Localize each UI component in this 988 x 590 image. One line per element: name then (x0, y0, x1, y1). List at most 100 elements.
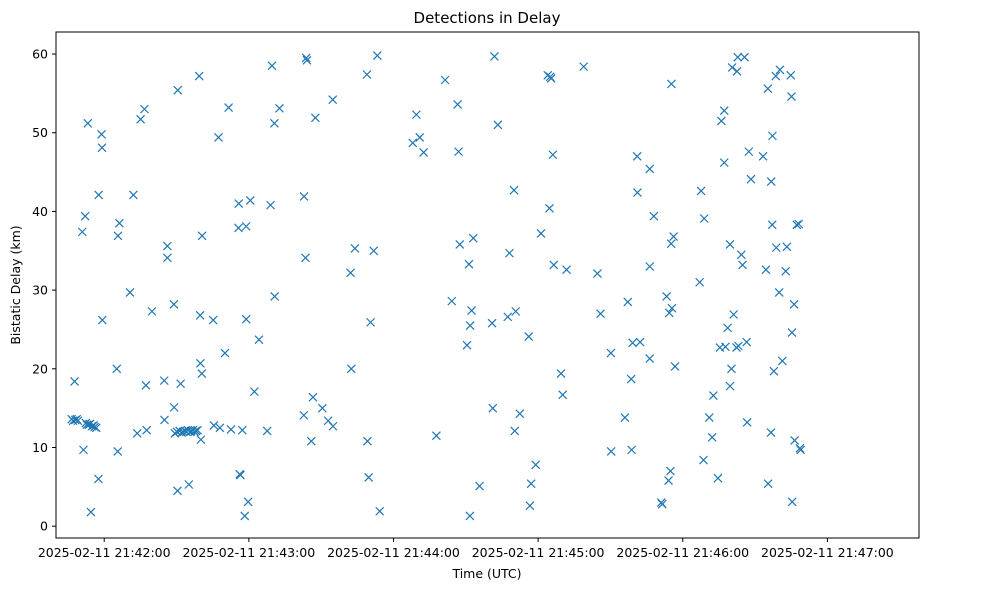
data-point (763, 479, 773, 489)
data-point (727, 62, 737, 72)
data-point (140, 104, 149, 114)
data-point (176, 379, 186, 389)
data-point (226, 424, 236, 434)
data-point (235, 470, 245, 480)
data-point (169, 402, 179, 412)
data-point (224, 103, 234, 112)
data-point (558, 390, 568, 400)
data-point (136, 114, 146, 124)
x-tick-label: 2025-02-11 21:47:00 (761, 545, 894, 560)
data-point (664, 308, 674, 318)
data-point (243, 497, 253, 507)
data-point (664, 476, 673, 485)
data-point (160, 415, 169, 425)
y-tick-label: 50 (32, 125, 48, 140)
data-point (645, 354, 655, 364)
x-tick-label: 2025-02-11 21:42:00 (38, 545, 171, 560)
data-point (173, 486, 182, 496)
data-point (80, 211, 90, 221)
data-point (215, 423, 225, 433)
data-point (184, 480, 194, 489)
data-point (70, 376, 79, 386)
data-point (796, 445, 806, 455)
data-point (771, 243, 781, 253)
data-point (515, 409, 525, 419)
data-point (162, 241, 172, 251)
data-point (462, 340, 472, 350)
y-axis-title: Bistatic Delay (km) (8, 225, 23, 344)
data-point (781, 266, 791, 276)
data-point (795, 443, 805, 453)
data-point (645, 164, 655, 174)
data-point (667, 79, 676, 89)
data-point (667, 303, 677, 313)
data-point (208, 315, 218, 325)
y-tick-label: 30 (32, 283, 48, 298)
data-point (464, 259, 474, 269)
data-point (91, 423, 101, 433)
data-point (364, 472, 374, 482)
data-point (234, 223, 243, 233)
data-point (369, 246, 379, 256)
data-point (649, 211, 659, 221)
data-point (626, 374, 636, 384)
data-point (431, 431, 441, 441)
data-point (465, 321, 475, 330)
data-point (719, 158, 729, 168)
data-point (275, 103, 284, 113)
data-point (769, 366, 779, 376)
data-point (723, 323, 733, 333)
plot-frame (55, 31, 920, 539)
data-point (132, 428, 142, 438)
data-points (67, 51, 806, 521)
data-point (113, 447, 123, 456)
data-point (766, 177, 776, 186)
data-point (744, 147, 754, 157)
data-point (738, 260, 747, 270)
data-point (419, 147, 429, 157)
data-point (767, 220, 777, 230)
data-point (579, 62, 589, 72)
data-point (725, 240, 735, 249)
data-point (721, 342, 730, 352)
data-point (742, 337, 752, 347)
data-point (509, 185, 519, 195)
data-point (620, 413, 630, 423)
data-point (524, 332, 534, 341)
data-point (262, 426, 272, 436)
data-point (719, 106, 729, 116)
data-point (468, 233, 478, 243)
data-point (666, 239, 676, 249)
data-point (197, 369, 207, 378)
data-point (147, 306, 157, 316)
data-point (546, 74, 556, 83)
data-point (670, 362, 680, 371)
chart-title: Detections in Delay (414, 9, 561, 27)
data-point (707, 432, 717, 442)
data-point (465, 511, 475, 521)
data-point (194, 71, 204, 81)
data-point (787, 92, 796, 101)
data-point (114, 218, 124, 228)
x-tick-label: 2025-02-11 21:45:00 (472, 545, 605, 560)
data-point (269, 118, 279, 128)
plot-area (67, 51, 806, 521)
data-point (237, 425, 247, 435)
data-point (245, 195, 255, 205)
data-point (766, 428, 776, 437)
data-point (774, 288, 784, 297)
data-point (209, 421, 219, 430)
data-point (415, 133, 425, 142)
data-point (488, 403, 498, 413)
x-tick-label: 2025-02-11 21:44:00 (327, 545, 460, 560)
data-point (159, 376, 169, 386)
data-point (742, 417, 752, 427)
data-point (440, 75, 450, 85)
y-tick-label: 60 (32, 47, 48, 62)
data-point (758, 151, 768, 161)
y-axis: 0 10 20 30 40 50 60 (32, 47, 56, 534)
data-point (97, 143, 107, 153)
data-point (632, 151, 642, 161)
data-point (729, 310, 739, 319)
data-point (79, 445, 88, 455)
